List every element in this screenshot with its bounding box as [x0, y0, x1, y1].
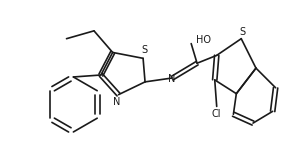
Text: Cl: Cl: [212, 109, 222, 119]
Text: N: N: [113, 98, 120, 108]
Text: S: S: [239, 27, 245, 37]
Text: N: N: [168, 74, 175, 84]
Text: HO: HO: [196, 35, 211, 45]
Text: S: S: [141, 45, 147, 55]
